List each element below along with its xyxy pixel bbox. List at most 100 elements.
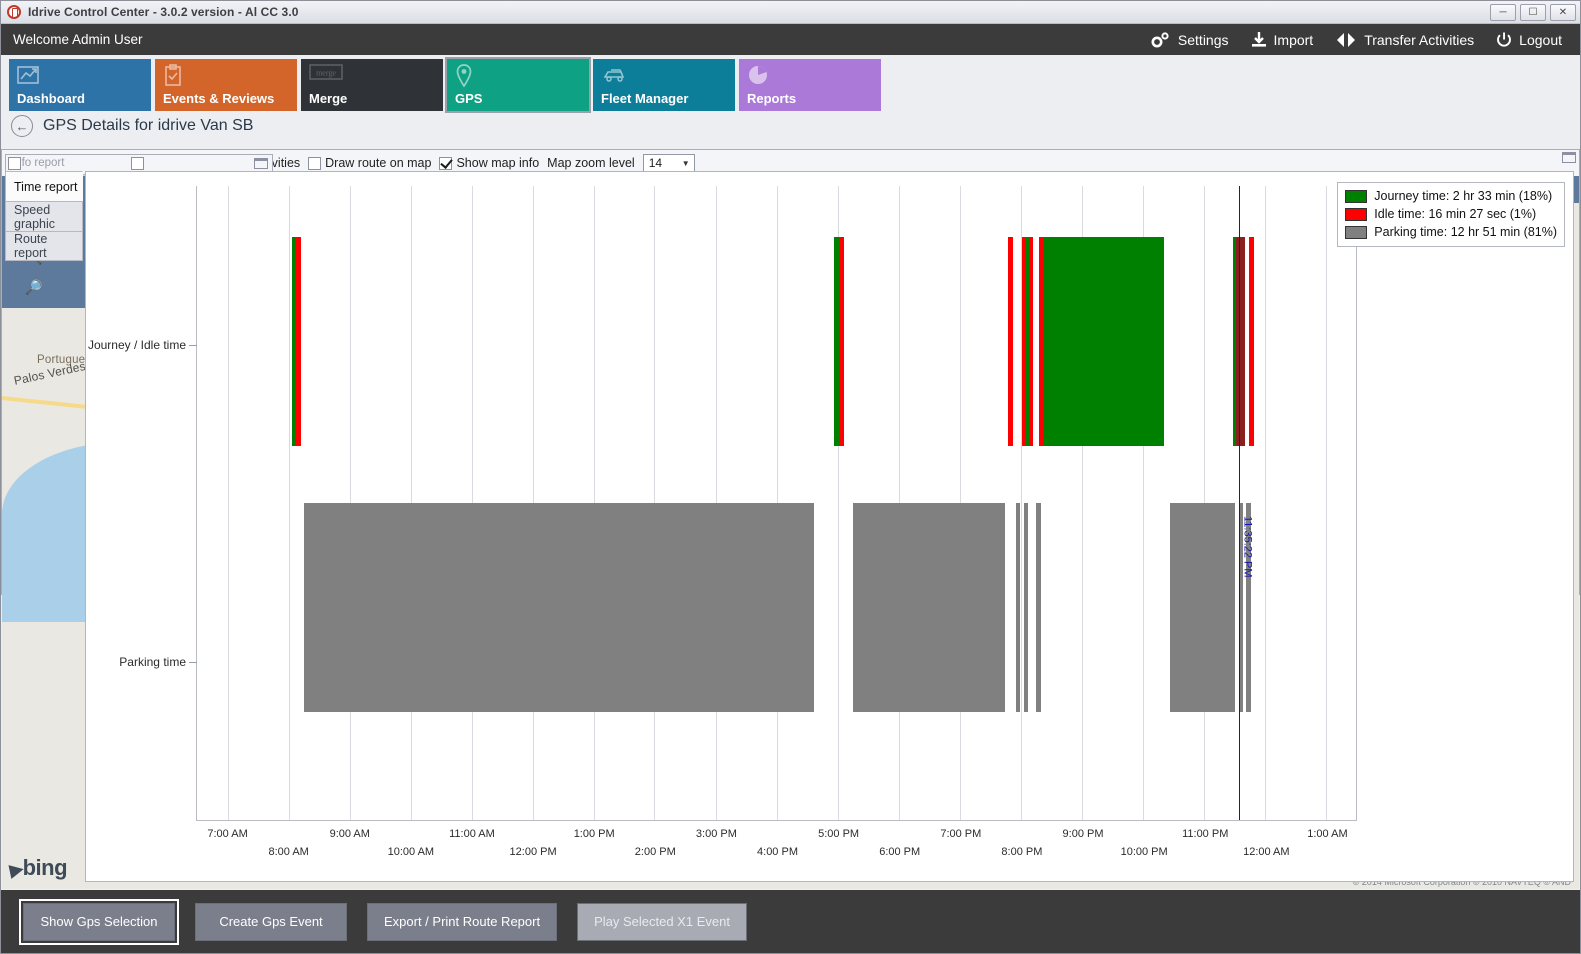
title-bar: Idrive Control Center - 3.0.2 version - …	[1, 1, 1580, 24]
chart-restore-button[interactable]	[1562, 152, 1576, 163]
chart-bar-segment	[838, 236, 844, 446]
tile-label: Reports	[747, 91, 797, 106]
tile-dashboard[interactable]: Dashboard	[9, 59, 151, 111]
tile-label: Dashboard	[17, 91, 85, 106]
tile-reports[interactable]: Reports	[739, 59, 881, 111]
x-tick-label: 11:00 PM	[1182, 828, 1229, 840]
info-report-title: Info report	[12, 157, 65, 169]
y-axis-label-journey: Journey / Idle time	[87, 337, 186, 352]
show-map-info-label: Show map info	[456, 156, 540, 170]
tab-route-report[interactable]: Route report	[5, 231, 83, 261]
cursor-line	[1239, 186, 1241, 820]
chart-bar-segment	[291, 236, 297, 446]
tile-merge[interactable]: merge Merge	[301, 59, 443, 111]
button-create-gps-event[interactable]: Create Gps Event	[195, 902, 347, 941]
topmenu-logout[interactable]: Logout	[1496, 32, 1562, 48]
chart-bar-segment	[296, 236, 301, 446]
y-axis-label-parking: Parking time	[119, 654, 186, 669]
chart-bar-segment	[1029, 236, 1034, 446]
x-tick-label: 7:00 AM	[207, 828, 248, 840]
chart-bar-segment	[1021, 236, 1026, 446]
chart-bar-segment	[1169, 503, 1236, 713]
draw-route-checkbox[interactable]: Draw route on map	[308, 156, 431, 170]
chart-icon	[17, 64, 41, 89]
chart-bar-segment	[1246, 503, 1252, 713]
gridline	[837, 186, 839, 820]
legend-item-idle: Idle time: 16 min 27 sec (1%)	[1345, 205, 1557, 223]
page-header: ← GPS Details for idrive Van SB	[1, 111, 1580, 141]
x-tick-label: 6:00 PM	[879, 846, 921, 858]
x-tick-label: 9:00 PM	[1062, 828, 1104, 840]
cars-icon	[601, 64, 629, 87]
svg-text:merge: merge	[316, 69, 336, 78]
map-zoom-value: 14	[648, 156, 663, 170]
tile-fleet-manager[interactable]: Fleet Manager	[593, 59, 735, 111]
chart-bar-segment	[1236, 236, 1245, 446]
time-report-plot: Journey / Idle time Parking time 11:35:2…	[88, 186, 1357, 821]
checkbox-box[interactable]	[130, 156, 144, 170]
topmenu-transfer-activities[interactable]: Transfer Activities	[1335, 32, 1474, 48]
button-show-gps-selection[interactable]: Show Gps Selection	[19, 898, 179, 945]
tile-label: Merge	[309, 91, 348, 106]
legend-item-parking: Parking time: 12 hr 51 min (81%)	[1345, 223, 1557, 241]
back-arrow-icon[interactable]: ←	[11, 115, 33, 137]
maximize-button[interactable]: ☐	[1520, 4, 1546, 21]
gridline	[227, 186, 229, 820]
close-button[interactable]: ✕	[1550, 4, 1576, 21]
x-tick-label: 11:00 AM	[449, 828, 495, 840]
chart-tabs[interactable]: Time report Speed graphic Route report	[5, 171, 83, 261]
topmenu-settings[interactable]: Settings	[1149, 31, 1229, 49]
x-tick-label: 7:00 PM	[940, 828, 982, 840]
tab-time-report[interactable]: Time report	[5, 171, 83, 201]
pin-icon	[455, 64, 473, 91]
info-report-restore-button[interactable]	[254, 158, 268, 169]
show-map-info-checkbox[interactable]: Show map info	[439, 156, 539, 170]
page-title: GPS Details for idrive Van SB	[43, 117, 254, 134]
minimize-button[interactable]: ─	[1490, 4, 1516, 21]
checkbox-box[interactable]	[439, 156, 453, 170]
tile-label: GPS	[455, 91, 483, 106]
checkbox-box[interactable]	[8, 156, 21, 170]
tab-speed-graphic[interactable]: Speed graphic	[5, 201, 83, 231]
chart-container: Journey / Idle time Parking time 11:35:2…	[85, 171, 1574, 882]
merge-icon: merge	[309, 64, 343, 83]
map-zoom-level-select[interactable]: 14 ▼	[642, 153, 695, 173]
x-tick-label: 12:00 AM	[1243, 846, 1290, 858]
chevron-down-icon[interactable]: ▼	[681, 158, 690, 168]
x-tick-label: 1:00 PM	[573, 828, 615, 840]
topmenu-label: Import	[1273, 31, 1314, 48]
x-tick-label: 1:00 AM	[1307, 828, 1348, 840]
gridline	[1325, 186, 1327, 820]
tile-events-reviews[interactable]: Events & Reviews	[155, 59, 297, 111]
tile-gps[interactable]: GPS	[445, 57, 591, 113]
chart-bar-segment	[1035, 503, 1041, 713]
clipboard-icon	[163, 64, 183, 90]
x-tick-label: 8:00 PM	[1001, 846, 1043, 858]
topmenu-label: Settings	[1177, 31, 1229, 48]
chart-bar-segment	[1025, 236, 1030, 446]
window-controls[interactable]: ─ ☐ ✕	[1490, 4, 1576, 21]
map-zoom-out-icon[interactable]: 🔎	[25, 278, 43, 295]
download-icon	[1251, 31, 1267, 48]
tile-label: Events & Reviews	[163, 91, 275, 106]
chart-bar-segment	[1038, 236, 1044, 446]
x-tick-label: 4:00 PM	[757, 846, 798, 858]
legend-swatch	[1345, 207, 1368, 221]
gridline	[1081, 186, 1083, 820]
topmenu-label: Transfer Activities	[1364, 31, 1475, 48]
chart-bar-segment	[303, 503, 815, 713]
x-tick-label: 3:00 PM	[695, 828, 737, 840]
legend-item-journey: Journey time: 2 hr 33 min (18%)	[1345, 187, 1557, 205]
transfer-icon	[1335, 32, 1357, 48]
checkbox-box[interactable]	[308, 156, 322, 170]
x-tick-label: 8:00 AM	[268, 846, 309, 858]
chart-bar-segment	[834, 236, 839, 446]
welcome-bar: Welcome Admin User Settings Import Transfe…	[1, 24, 1580, 55]
chart-bar-segment	[1008, 236, 1014, 446]
topmenu-import[interactable]: Import	[1251, 31, 1314, 48]
body-area: Info report DaysMaxspeed(MPH)Dist.(Miles…	[1, 149, 1580, 890]
legend-label: Idle time: 16 min 27 sec (1%)	[1374, 207, 1537, 221]
button-export-print-route-report[interactable]: Export / Print Route Report	[367, 902, 558, 941]
chart-legend: Journey time: 2 hr 33 min (18%) Idle tim…	[1337, 182, 1565, 247]
